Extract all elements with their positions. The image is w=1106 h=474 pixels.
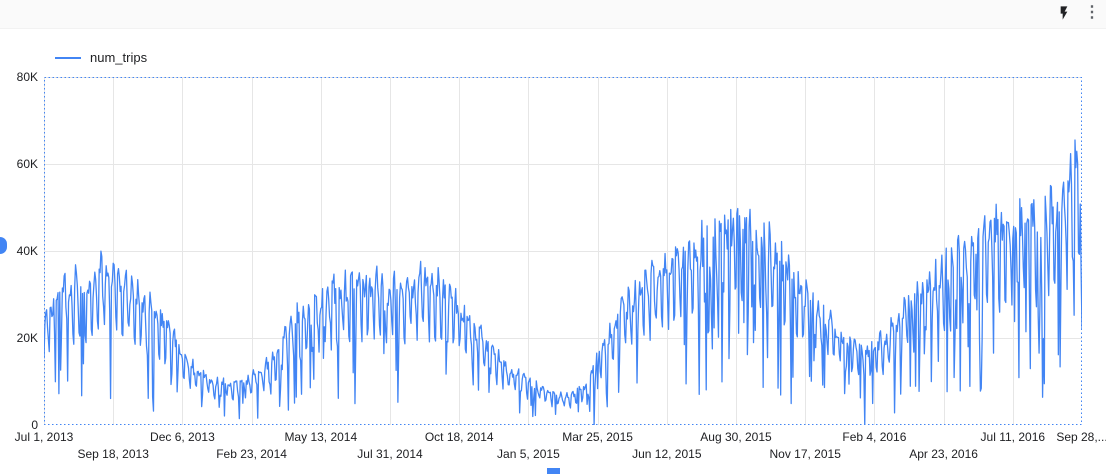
panel-expand-handle[interactable] — [0, 237, 7, 254]
series-line-num-trips[interactable] — [43, 139, 1083, 426]
y-axis-label: 0 — [31, 418, 38, 432]
y-axis-label: 20K — [16, 331, 38, 345]
x-axis-label: Dec 6, 2013 — [150, 430, 215, 444]
x-axis-label: Jul 1, 2013 — [14, 430, 74, 444]
x-axis-label: Jul 11, 2016 — [980, 430, 1046, 444]
plot-area[interactable] — [43, 77, 1083, 426]
x-axis-label: Nov 17, 2015 — [769, 447, 841, 461]
more-vert-icon[interactable]: ⋮ — [1084, 4, 1100, 21]
x-axis-label: Feb 4, 2016 — [842, 430, 907, 444]
x-axis-label: Jan 5, 2015 — [497, 447, 560, 461]
y-axis-label: 60K — [16, 157, 38, 171]
y-axis-label: 40K — [16, 244, 38, 258]
chart-canvas[interactable] — [43, 77, 1083, 426]
chart-legend[interactable]: num_trips — [55, 50, 147, 65]
resize-handle-bottom[interactable] — [547, 468, 560, 474]
legend-swatch — [55, 56, 81, 59]
flash-icon[interactable] — [1056, 3, 1072, 23]
x-axis-label: Mar 25, 2015 — [562, 430, 633, 444]
x-axis-label: Apr 23, 2016 — [909, 447, 978, 461]
x-axis-label: Sep 18, 2013 — [77, 447, 149, 461]
x-axis-label: Sep 28,... — [1056, 430, 1106, 444]
x-axis-label: Jul 31, 2014 — [357, 447, 423, 461]
x-axis-label: May 13, 2014 — [284, 430, 358, 444]
toolbar-icons: ⋮ — [1056, 3, 1100, 23]
y-axis-label: 80K — [16, 70, 38, 84]
x-axis-label: Oct 18, 2014 — [424, 430, 494, 444]
x-axis-label: Feb 23, 2014 — [216, 447, 287, 461]
toolbar: ⋮ — [0, 0, 1106, 29]
legend-label: num_trips — [90, 50, 148, 65]
x-axis-label: Jun 12, 2015 — [632, 447, 702, 461]
x-axis-label: Aug 30, 2015 — [700, 430, 772, 444]
